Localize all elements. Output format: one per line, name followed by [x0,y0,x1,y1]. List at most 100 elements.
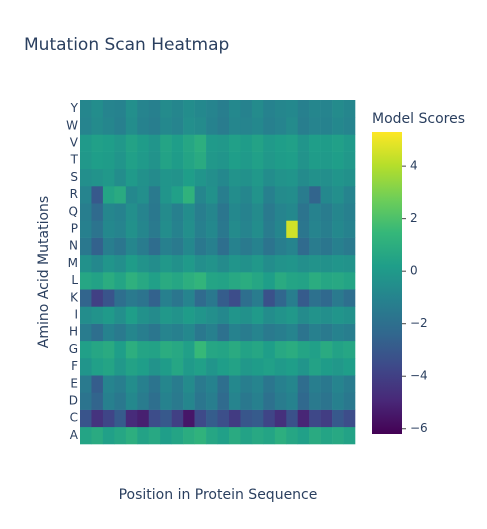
heat-cell [148,117,161,135]
heat-cell [206,254,218,273]
heat-cell [309,203,321,221]
heat-cell [251,168,264,187]
heat-cell [343,426,356,445]
heat-cell [320,392,333,410]
heat-cell [217,100,230,118]
heat-cell [332,220,344,238]
heat-cell [332,426,344,445]
heat-cell [274,272,287,290]
heat-cell [263,134,276,152]
colorbar-tick-label: 4 [410,159,418,173]
heat-cell [194,100,207,118]
heat-cell [286,100,299,118]
heat-cell [228,392,241,410]
heat-cell [137,237,150,256]
heat-cell [160,323,172,342]
heat-cell [343,151,356,170]
heat-cell [297,237,310,256]
colorbar-tick-label: −4 [410,369,428,383]
heat-cell [286,186,299,204]
heat-cell [102,392,115,410]
heat-cell [343,272,356,290]
heat-cell [309,409,321,428]
heat-cell [217,168,230,187]
heat-cell [320,186,333,204]
heat-cell [171,409,184,428]
heat-cell [343,358,356,376]
heat-cell [263,289,276,307]
heat-cell [286,168,299,187]
heat-cell [160,392,172,410]
y-tick-label: R [70,187,78,201]
heat-cell [80,306,92,324]
heat-cell [274,254,287,273]
heat-cell [148,134,161,152]
y-tick-label: G [69,342,78,356]
heat-cell [183,237,195,256]
heat-cell [240,237,253,256]
heat-cell [251,220,264,238]
heat-cell [125,426,138,445]
y-tick-label: E [70,376,78,390]
heat-cell [160,340,172,359]
heat-cell [343,168,356,187]
heat-cell [194,203,207,221]
heat-cell [148,289,161,307]
heat-cell [102,306,115,324]
heat-cell [286,203,299,221]
heat-cell [297,323,310,342]
heat-cell [320,151,333,170]
heat-cell [297,409,310,428]
heat-cell [194,117,207,135]
heat-cell [148,220,161,238]
heat-cell [91,426,104,445]
heat-cell [171,340,184,359]
heat-cell [148,409,161,428]
heat-cell [286,340,299,359]
heat-cell [297,134,310,152]
heat-cell [320,168,333,187]
heat-cell [217,220,230,238]
heat-cell [80,340,92,359]
heat-cell [297,272,310,290]
heat-cell [251,134,264,152]
heat-cell [286,117,299,135]
heat-cell [309,375,321,393]
colorbar-tick-label: −6 [410,421,428,435]
heat-cell [228,375,241,393]
heat-cell [343,117,356,135]
heat-cell [206,272,218,290]
heat-cell [183,426,195,445]
heat-cell [228,409,241,428]
heat-cell [206,134,218,152]
heat-cell [297,203,310,221]
heat-cell [183,134,195,152]
y-tick-label: K [70,290,79,304]
heat-cell [194,168,207,187]
heat-cell [160,375,172,393]
y-tick-label: I [74,308,78,322]
heat-cell [160,358,172,376]
heat-cell [80,392,92,410]
heat-cell [332,306,344,324]
heat-cell [228,323,241,342]
heat-cell [332,151,344,170]
heat-cell [91,409,104,428]
heat-cell [320,134,333,152]
y-tick-label: P [71,222,78,236]
heat-cell [206,323,218,342]
heat-cell [148,340,161,359]
heat-cell [286,375,299,393]
heat-cell [137,409,150,428]
heat-cell [251,409,264,428]
heat-cell [263,100,276,118]
heat-cell [332,254,344,273]
heat-cell [125,375,138,393]
heat-cell [171,100,184,118]
heat-cell [160,254,172,273]
y-tick-label: T [70,153,79,167]
heat-cell [114,409,127,428]
heat-cell [171,358,184,376]
heat-cell [114,220,127,238]
heat-cell [320,340,333,359]
